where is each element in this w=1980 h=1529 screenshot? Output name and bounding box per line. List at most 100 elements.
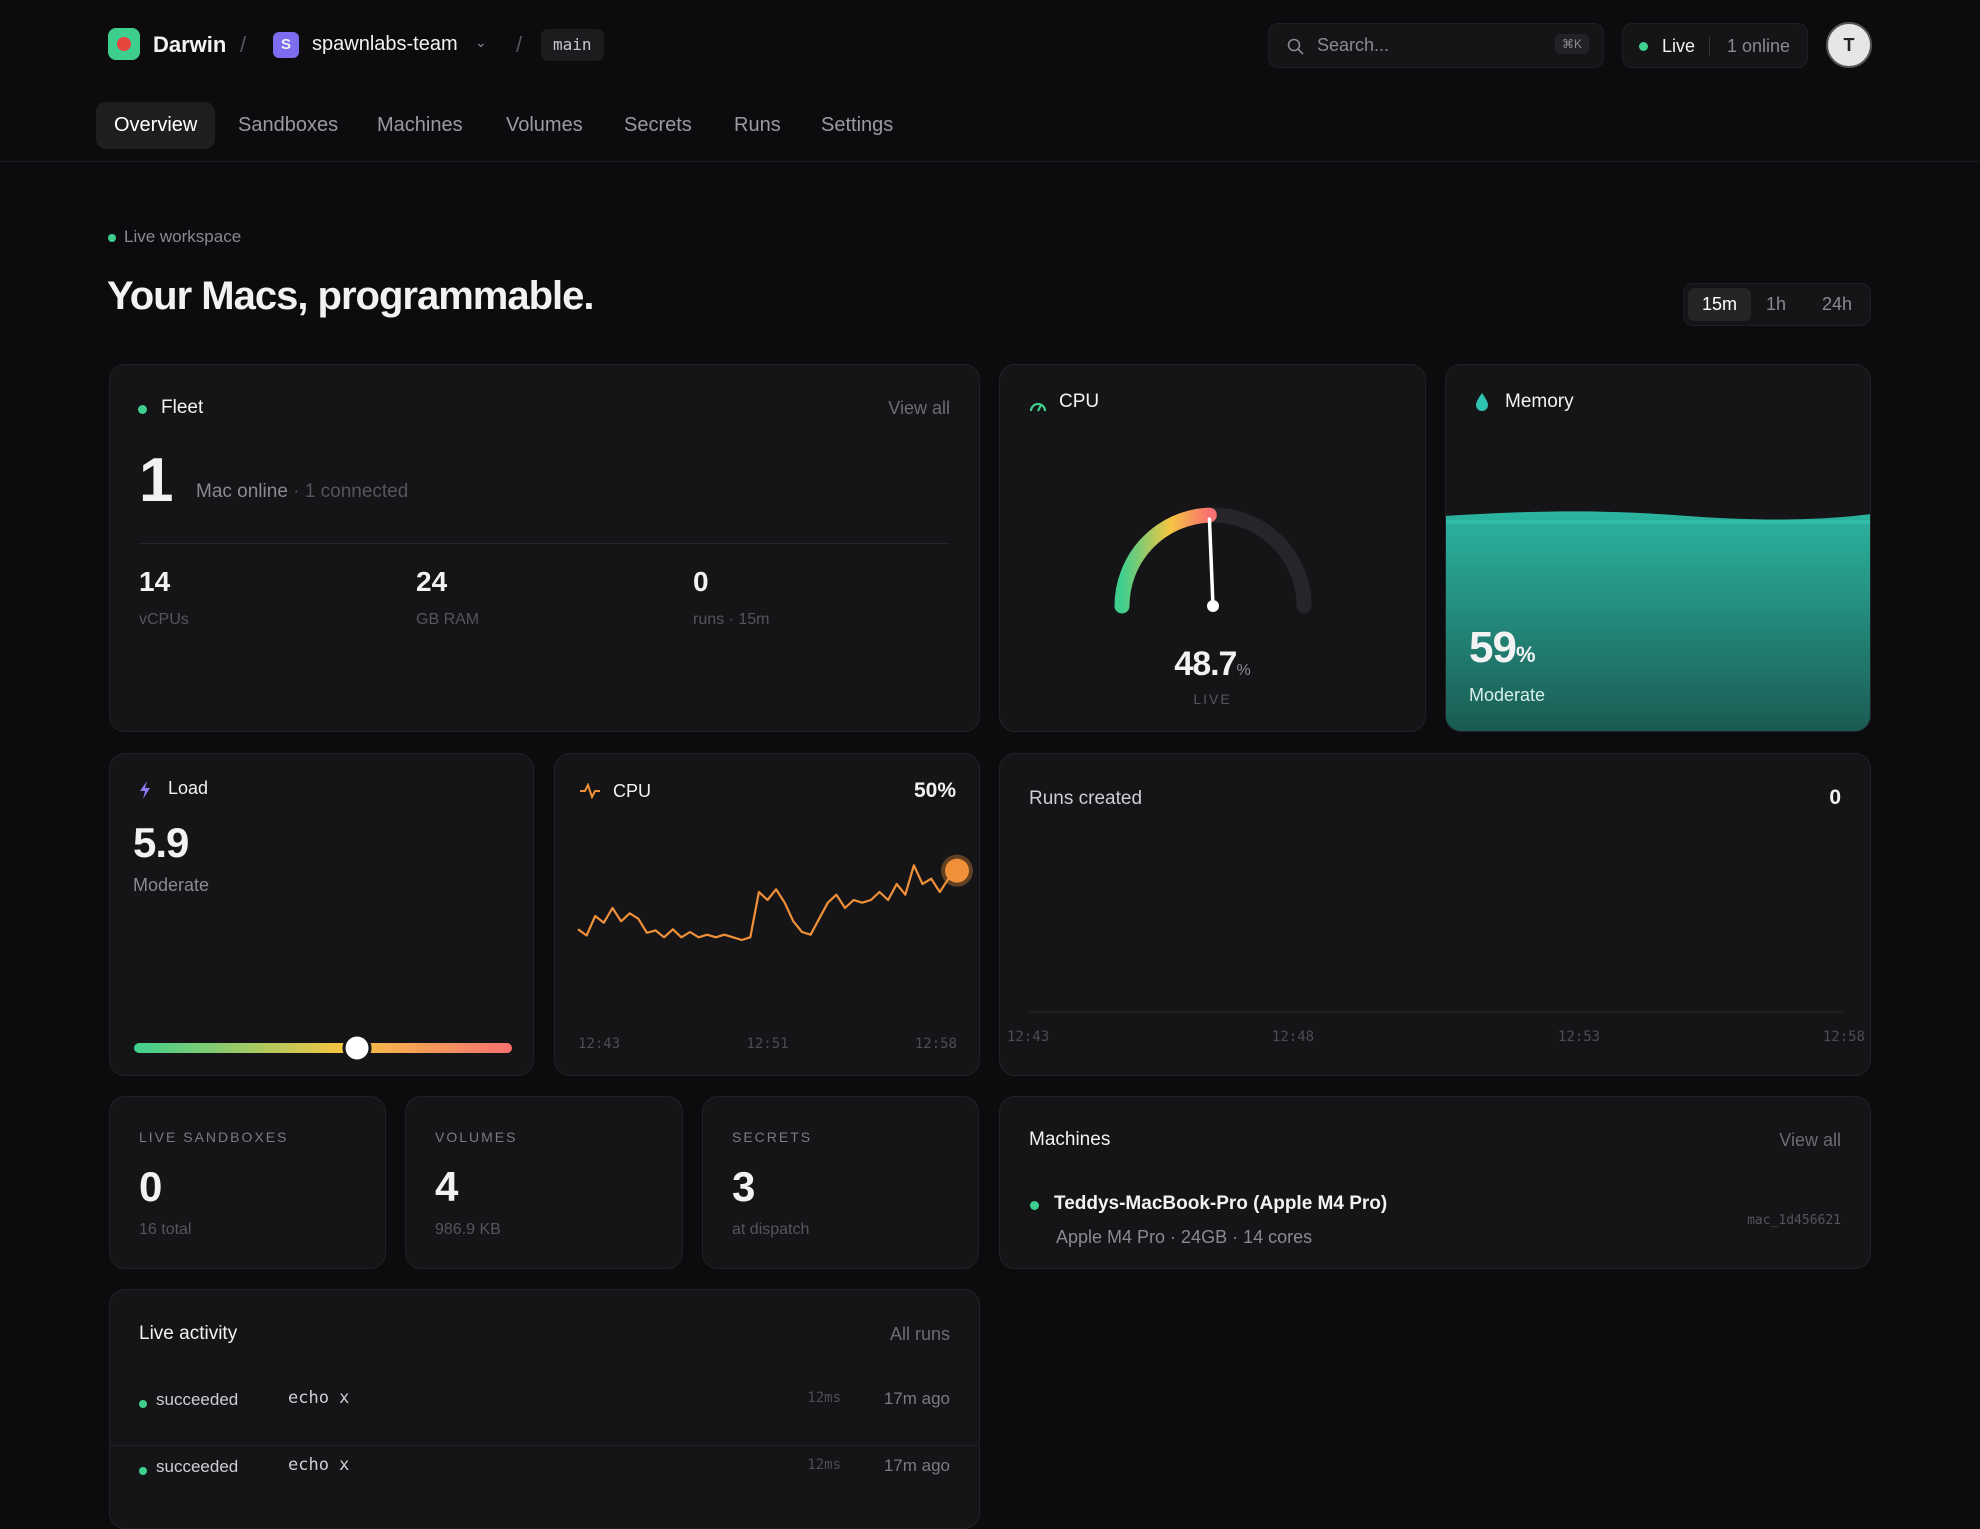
- range-option[interactable]: 15m: [1688, 288, 1752, 321]
- load-value: 5.9: [133, 819, 189, 866]
- stat-value: 14: [139, 566, 171, 597]
- fleet-count: 1: [139, 446, 174, 515]
- presence[interactable]: Live 1 online: [1622, 23, 1808, 68]
- logo[interactable]: [108, 28, 140, 60]
- nav-tab[interactable]: Sandboxes: [238, 114, 339, 136]
- run-command[interactable]: echo x: [288, 1455, 350, 1475]
- counter-value: 0: [139, 1163, 163, 1210]
- slider-knob: [342, 1033, 372, 1063]
- memory-wave: [1446, 511, 1870, 731]
- activity-card: Live activity All runs succeeded echo x 12…: [109, 1289, 980, 1529]
- fleet-sub: · 1 connected: [293, 481, 409, 502]
- run-command[interactable]: echo x: [288, 1388, 350, 1408]
- counter-card: VOLUMES 4 986.9 KB: [405, 1096, 683, 1269]
- run-status: succeeded: [156, 1390, 239, 1409]
- all-runs[interactable]: All runs: [889, 1324, 950, 1344]
- workspace-badge: Live workspace: [108, 227, 241, 247]
- nav-tab[interactable]: Overview: [96, 102, 216, 149]
- cpu-gauge-card: CPU 48.7% LIVE: [999, 364, 1426, 732]
- memory-band: [1446, 519, 1870, 524]
- stat-label: GB RAM: [416, 611, 480, 628]
- memory-status: Moderate: [1469, 685, 1546, 705]
- counter-value: 4: [435, 1163, 459, 1210]
- run-status: succeeded: [156, 1457, 239, 1476]
- separator: /: [516, 32, 523, 57]
- card-title: Live activity: [139, 1323, 238, 1344]
- x-tick-label: 12:58: [915, 1036, 957, 1052]
- range-option[interactable]: 24h: [1822, 294, 1853, 314]
- nav-tab[interactable]: Volumes: [506, 114, 583, 136]
- counter-title: SECRETS: [732, 1129, 813, 1145]
- machines-card: Machines View all Teddys-MacBook-Pro (Ap…: [999, 1096, 1871, 1269]
- nav-tab[interactable]: Secrets: [624, 114, 692, 136]
- memory-value: 59: [1469, 623, 1517, 672]
- range-option[interactable]: 1h: [1766, 294, 1787, 314]
- run-duration: 12ms: [807, 1390, 841, 1406]
- gauge-needle: [1207, 517, 1215, 608]
- load-status: Moderate: [133, 875, 210, 895]
- counter-card: LIVE SANDBOXES 0 16 total: [109, 1096, 386, 1269]
- load-slider: [134, 1033, 512, 1063]
- counter-title: LIVE SANDBOXES: [139, 1129, 289, 1145]
- stat-label: runs · 15m: [693, 611, 770, 628]
- cpu-latest: 50%: [913, 779, 956, 802]
- runs-chart: 12:43 12:48 12:53 12:58: [1007, 1011, 1865, 1045]
- counter-value: 3: [732, 1163, 756, 1210]
- chevron[interactable]: ⌄: [475, 34, 487, 50]
- row-divider: [110, 1445, 979, 1446]
- shortcut: ⌘K: [1555, 34, 1590, 54]
- gauge-icon: [1029, 402, 1047, 412]
- memory-unit: %: [1515, 642, 1536, 667]
- avatar[interactable]: T: [1826, 22, 1872, 68]
- team-icon[interactable]: S: [273, 32, 299, 58]
- gauge-caption: LIVE: [1193, 691, 1232, 707]
- load-card: Load 5.9 Moderate: [109, 753, 534, 1076]
- cpu-line: [577, 864, 958, 942]
- cpu-chart-card: CPU 50% 12:43 12:51 12:58: [554, 753, 980, 1076]
- view-all[interactable]: View all: [888, 398, 950, 418]
- slider-track: [134, 1043, 512, 1053]
- x-tick-label: 12:58: [1823, 1029, 1865, 1045]
- nav-tab[interactable]: Settings: [821, 114, 894, 136]
- nav-tab[interactable]: Machines: [377, 114, 463, 136]
- stat-value: 24: [416, 566, 448, 597]
- machine-name[interactable]: Teddys-MacBook-Pro (Apple M4 Pro): [1054, 1193, 1388, 1214]
- gauge-unit: %: [1236, 662, 1251, 679]
- load-icon: [140, 781, 150, 799]
- gauge-readout: 48.7%: [1000, 645, 1425, 684]
- branch[interactable]: main: [541, 29, 604, 61]
- machine-spec: Apple M4 Pro · 24GB · 14 cores: [1056, 1227, 1313, 1247]
- fleet-card: Fleet View all 1 Mac online · 1 connecte…: [109, 364, 980, 732]
- nav-tab[interactable]: Runs: [734, 114, 781, 136]
- fleet-dot: [138, 405, 147, 414]
- divider: [139, 543, 950, 544]
- range-toggle: 15m 1h 24h: [1683, 283, 1871, 326]
- divider: [1709, 36, 1710, 56]
- live-dot: [1639, 42, 1648, 51]
- search[interactable]: Search... ⌘K: [1268, 23, 1604, 68]
- runs-total: 0: [1829, 786, 1841, 809]
- stat-value: 0: [693, 566, 709, 597]
- team-switcher[interactable]: spawnlabs-team: [312, 33, 458, 55]
- card-title: Fleet: [161, 397, 204, 418]
- x-tick-label: 12:43: [1007, 1029, 1049, 1045]
- machine-id: mac_1d456621: [1747, 1213, 1841, 1228]
- x-tick-label: 12:43: [578, 1036, 620, 1052]
- counter-sub: at dispatch: [732, 1221, 810, 1238]
- gauge-value: 48.7: [1174, 645, 1237, 683]
- run-duration: 12ms: [807, 1457, 841, 1473]
- online-count: 1 online: [1727, 36, 1791, 56]
- view-all[interactable]: View all: [1779, 1130, 1841, 1150]
- run-age: 17m ago: [883, 1456, 950, 1475]
- x-tick-label: 12:48: [1272, 1029, 1314, 1045]
- pulse-icon: [580, 783, 600, 799]
- card-title: CPU: [613, 781, 652, 801]
- machine-status: [1030, 1201, 1039, 1210]
- stat-label: vCPUs: [139, 611, 189, 628]
- brand[interactable]: Darwin: [153, 32, 227, 57]
- latest-point: [945, 858, 969, 883]
- cpu-line-chart: 12:43 12:51 12:58: [577, 854, 973, 1052]
- top-bar: Darwin / S spawnlabs-team ⌄ / main Searc…: [0, 0, 1980, 162]
- runs-card: Runs created 0 12:43 12:48 12:53 12:58: [999, 753, 1871, 1076]
- needle-hub: [1207, 600, 1219, 612]
